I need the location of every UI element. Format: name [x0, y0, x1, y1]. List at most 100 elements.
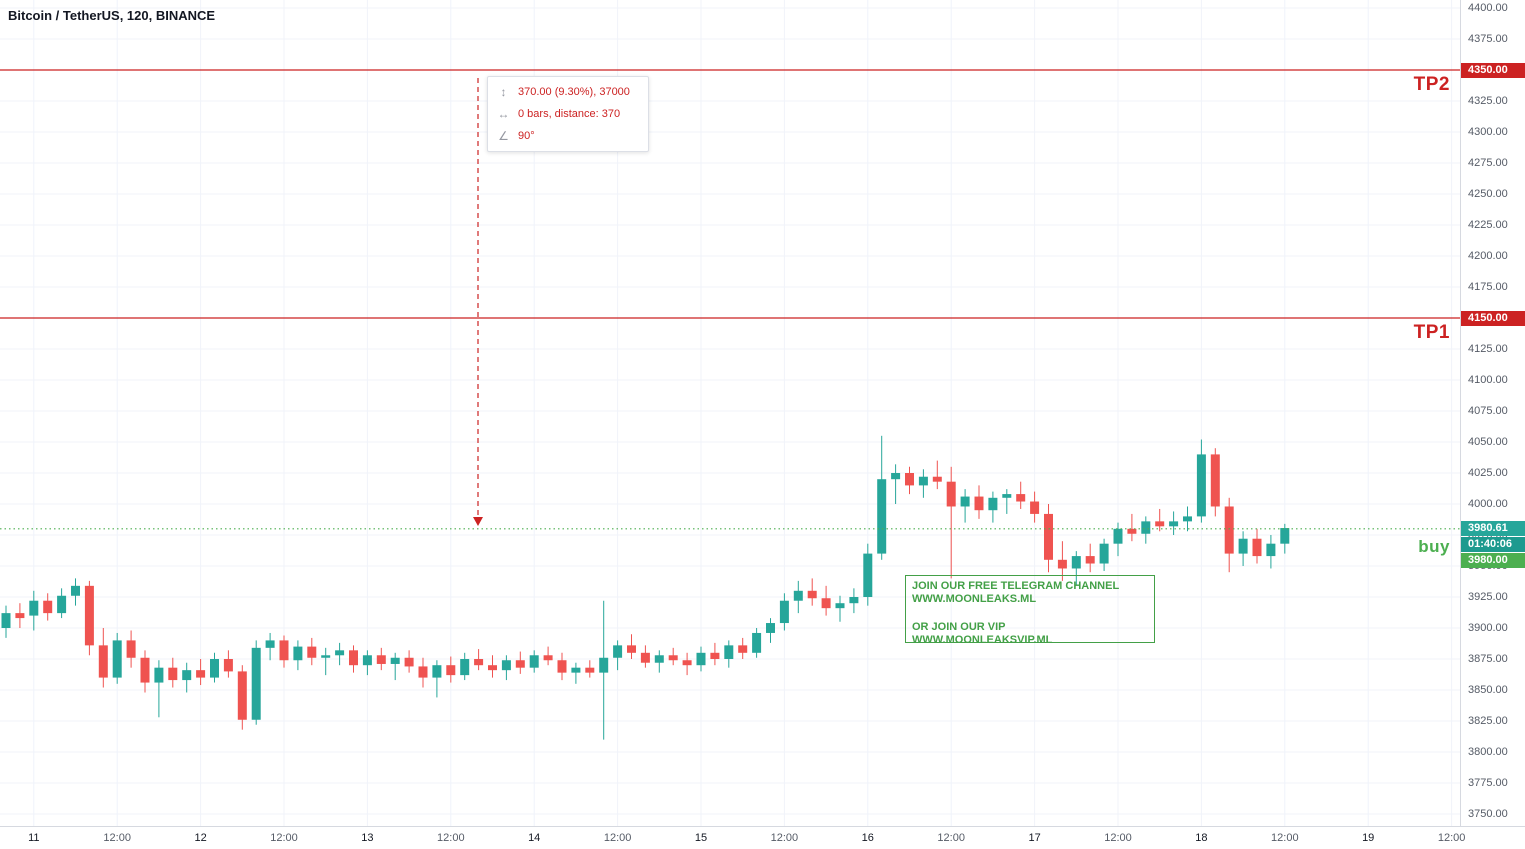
measure-angle-text: 90° [518, 130, 535, 142]
candle-body [1016, 494, 1026, 502]
candle-body [613, 645, 623, 658]
candle-body [474, 659, 484, 666]
price-tick: 3875.00 [1468, 653, 1508, 665]
grid-lines [0, 0, 1460, 826]
tp1-line-label[interactable]: TP1 [1413, 322, 1450, 343]
candle-body [1113, 528, 1123, 544]
time-axis[interactable]: 11 12:00 12 12:00 13 12:00 14 12:00 15 12:00 16 12:… [0, 826, 1525, 849]
candle-body [168, 667, 178, 681]
candle-body [1210, 454, 1220, 507]
price-tick: 4275.00 [1468, 157, 1508, 169]
symbol-title[interactable]: Bitcoin / TetherUS, 120, BINANCE [8, 8, 216, 23]
candle-body [585, 667, 595, 673]
buy-order-price-tag: 3980.00 [1461, 552, 1525, 568]
candle-body [710, 652, 720, 659]
candle-body [640, 652, 650, 663]
tp2-line-label[interactable]: TP2 [1413, 74, 1450, 95]
candle-body [1127, 528, 1137, 534]
candle-body [1044, 513, 1053, 560]
time-tick: 13 [361, 832, 374, 844]
price-tick: 4375.00 [1468, 33, 1508, 45]
candle-body [1002, 494, 1012, 498]
measure-tooltip: ↕ 370.00 (9.30%), 37000 ↔ 0 bars, distan… [487, 76, 649, 152]
candle-body [668, 655, 678, 661]
time-tick: 16 [861, 832, 874, 844]
candle-body [418, 666, 428, 678]
price-tick: 4025.00 [1468, 467, 1508, 479]
candle-body [488, 665, 497, 671]
last-price-tag: 3980.61 [1461, 520, 1525, 536]
candle-body [835, 603, 845, 609]
candle-body [71, 585, 80, 596]
time-tick: 12:00 [270, 832, 298, 844]
candle-body [1183, 516, 1192, 522]
time-tick: 12:00 [1437, 832, 1466, 844]
candle-body [571, 667, 581, 673]
time-tick: 12:00 [603, 832, 632, 844]
candle-body [43, 600, 53, 614]
measure-bars-text: 0 bars, distance: 370 [518, 108, 621, 120]
promo-line-4: WWW.MOONLEAKSVIP.ML [912, 634, 1053, 646]
price-tick: 4325.00 [1468, 95, 1508, 107]
candle-body [112, 640, 122, 678]
candle-body [1169, 521, 1179, 527]
candle-body [126, 640, 136, 658]
bars-range-icon: ↔ [497, 107, 510, 121]
promo-line-3: OR JOIN OUR VIP [912, 621, 1006, 633]
time-tick: 15 [694, 832, 708, 844]
candle-body [279, 640, 289, 661]
price-axis[interactable]: 4400.00 4375.00 4350.00 4325.00 4300.00 4275.… [1460, 0, 1525, 826]
candle-body [877, 479, 887, 554]
price-tick: 4050.00 [1468, 436, 1508, 448]
candlestick-chart[interactable] [0, 0, 1460, 826]
price-tick: 3900.00 [1468, 622, 1508, 634]
candle-body [515, 660, 525, 668]
candle-body [960, 496, 970, 507]
candle-body [905, 473, 914, 486]
buy-line-label[interactable]: buy [1418, 536, 1450, 556]
time-tick: 12:00 [1104, 832, 1132, 844]
candle-body [390, 657, 400, 664]
price-tick: 3800.00 [1468, 746, 1508, 758]
candle-body [738, 645, 748, 653]
candle-body [1141, 521, 1151, 534]
candle-body [196, 670, 206, 678]
measure-bars-row: ↔ 0 bars, distance: 370 [497, 107, 639, 121]
candle-body [182, 670, 192, 681]
candle-body [223, 659, 233, 672]
price-tick: 4300.00 [1468, 126, 1508, 138]
time-tick: 12:00 [937, 832, 965, 844]
chart-plot-area[interactable]: Bitcoin / TetherUS, 120, BINANCE ↕ 370.0… [0, 0, 1460, 826]
promo-note[interactable]: JOIN OUR FREE TELEGRAM CHANNEL WWW.MOONL… [905, 575, 1155, 646]
measure-price-range-row: ↕ 370.00 (9.30%), 37000 [497, 85, 639, 99]
candle-body [529, 655, 539, 668]
candle-body [1085, 556, 1095, 564]
candle-body [1155, 521, 1165, 527]
candle-body [460, 659, 470, 676]
candle-body [932, 476, 942, 482]
time-tick: 12:00 [770, 832, 799, 844]
candle-body [1238, 538, 1248, 554]
candle-body [293, 646, 303, 661]
candle-body [154, 667, 164, 683]
promo-line-2: WWW.MOONLEAKS.ML [912, 593, 1037, 605]
candle-body [1196, 454, 1206, 517]
price-tick: 3925.00 [1468, 591, 1508, 603]
candle-body [599, 657, 609, 673]
candle-body [404, 657, 414, 667]
candle-body [1266, 543, 1276, 557]
candle-body [627, 645, 636, 653]
candle-body [1224, 506, 1234, 554]
price-range-icon: ↕ [500, 85, 507, 99]
price-tick: 3775.00 [1468, 777, 1508, 789]
time-tick: 12:00 [1271, 832, 1299, 844]
candle-body [15, 613, 25, 619]
price-tick: 4250.00 [1468, 188, 1508, 200]
candle-body [362, 655, 372, 666]
price-tick: 3750.00 [1468, 808, 1508, 820]
candle-body [654, 655, 664, 663]
promo-line-1: JOIN OUR FREE TELEGRAM CHANNEL [912, 580, 1120, 592]
candle-body [752, 632, 762, 653]
price-tick: 4125.00 [1468, 343, 1508, 355]
